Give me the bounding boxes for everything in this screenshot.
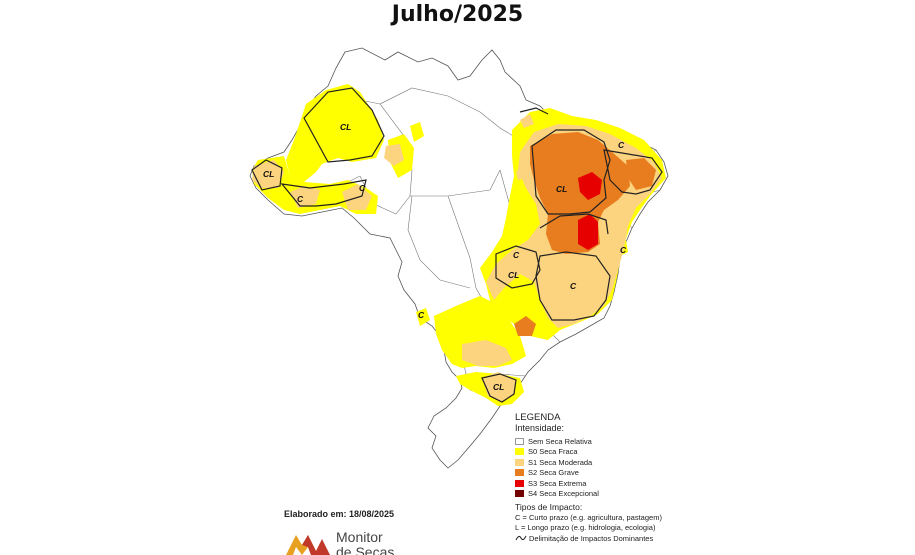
logo-text-line1: Monitor	[336, 529, 383, 545]
map-title: Julho/2025	[391, 2, 524, 27]
legend-delimitation: Delimitação de Impactos Dominantes	[515, 533, 715, 543]
legend-item: S1 Seca Moderada	[515, 457, 715, 468]
legend-item: S3 Seca Extrema	[515, 478, 715, 489]
map-legend: LEGENDA Intensidade: Sem Seca Relativa S0…	[515, 412, 715, 543]
legend-item-label: S3 Seca Extrema	[528, 478, 587, 488]
map-label: C	[570, 281, 577, 291]
legend-heading: LEGENDA	[515, 412, 561, 423]
map-label: C	[418, 310, 425, 320]
legend-item: Sem Seca Relativa	[515, 436, 715, 447]
logo-text-line2: de Secas	[336, 544, 395, 555]
map-label: CL	[340, 122, 351, 132]
map-label: C	[513, 250, 520, 260]
map-label: CL	[508, 270, 519, 280]
legend-swatch	[515, 469, 524, 477]
legend-item: S4 Seca Excepcional	[515, 489, 715, 500]
legend-item-label: Sem Seca Relativa	[528, 436, 592, 446]
legend-item: S0 Seca Fraca	[515, 447, 715, 458]
legend-swatch	[515, 490, 524, 498]
legend-item-label: S2 Seca Grave	[528, 468, 579, 478]
legend-swatch	[515, 437, 524, 445]
impact-labels: CL CL C C CL C CL C C CL C C	[263, 122, 627, 392]
legend-swatch	[515, 458, 524, 466]
map-label: C	[618, 140, 625, 150]
delimitation-line-icon	[515, 535, 527, 541]
legend-intensity-list: Sem Seca Relativa S0 Seca Fraca S1 Seca Mo…	[515, 436, 715, 499]
map-label: C	[359, 183, 366, 193]
monitor-de-secas-logo: Monitor de Secas	[284, 527, 424, 555]
legend-item-label: S1 Seca Moderada	[528, 457, 593, 467]
impact-delimitation-lines	[251, 87, 663, 403]
s3-areas	[578, 172, 602, 250]
logo-mark-icon	[286, 535, 330, 555]
legend-item-label: S4 Seca Excepcional	[528, 489, 599, 499]
legend-impact-short: C = Curto prazo (e.g. agricultura, pasta…	[515, 513, 662, 522]
legend-delimitation-label: Delimitação de Impactos Dominantes	[529, 533, 654, 543]
s2-areas	[514, 132, 656, 336]
map-label: CL	[493, 382, 504, 392]
legend-swatch	[515, 479, 524, 487]
legend-swatch	[515, 448, 524, 456]
credit-date: Elaborado em: 18/08/2025	[284, 509, 395, 519]
map-label: C	[297, 194, 304, 204]
legend-impact-long: L = Longo prazo (e.g. hidrologia, ecolog…	[515, 523, 656, 532]
map-label: CL	[556, 184, 567, 194]
legend-impact-heading: Tipos de Impacto:	[515, 502, 583, 512]
map-label: C	[620, 245, 627, 255]
legend-item-label: S0 Seca Fraca	[528, 447, 578, 457]
map-label: CL	[263, 169, 274, 179]
legend-item: S2 Seca Grave	[515, 468, 715, 479]
legend-intensity-heading: Intensidade:	[515, 423, 565, 433]
